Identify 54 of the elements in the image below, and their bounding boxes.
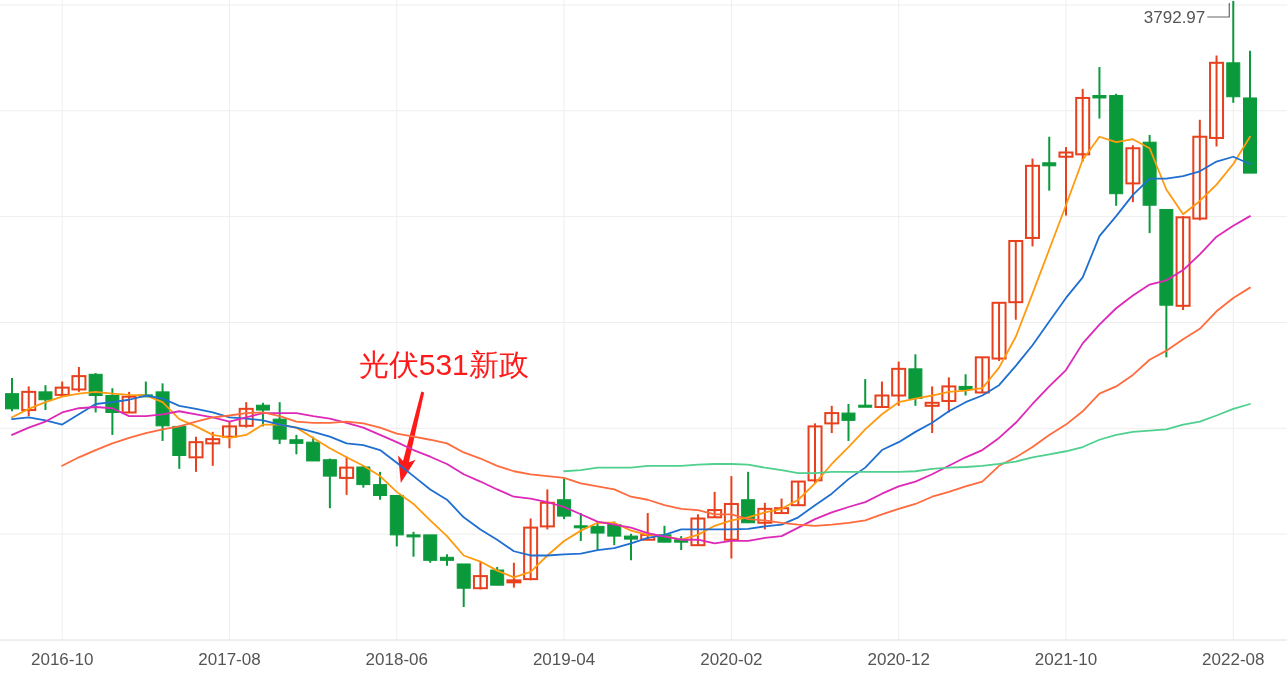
candlestick xyxy=(21,385,37,418)
candlestick xyxy=(221,420,237,450)
candlestick xyxy=(707,490,723,519)
candlestick xyxy=(924,385,940,435)
candlestick xyxy=(841,402,856,442)
x-tick-label: 2022-08 xyxy=(1202,650,1265,669)
candlestick xyxy=(723,475,739,560)
candlestick xyxy=(373,470,388,501)
candlestick xyxy=(506,561,522,589)
candlestick xyxy=(272,401,287,445)
candlestick xyxy=(824,404,840,435)
candlestick xyxy=(255,401,270,428)
candlestick xyxy=(339,455,355,496)
candlestick xyxy=(1025,157,1041,248)
candlestick xyxy=(757,501,773,531)
annotation: 光伏531新政 xyxy=(358,348,529,381)
x-tick-label: 2017-08 xyxy=(198,650,261,669)
x-tick-label: 2016-10 xyxy=(30,650,94,669)
candlestick xyxy=(322,457,337,510)
candlestick xyxy=(88,372,103,414)
candlestick xyxy=(974,356,990,394)
candlestick xyxy=(38,384,53,412)
candlestick xyxy=(690,513,706,547)
candlestick xyxy=(858,378,873,409)
candlestick xyxy=(490,566,505,587)
candlestick xyxy=(1075,87,1091,163)
candlestick xyxy=(640,512,656,541)
candlestick xyxy=(1058,146,1074,217)
candlestick xyxy=(5,376,19,413)
candlestick xyxy=(289,433,304,456)
candlestick xyxy=(1209,54,1225,148)
candlestick xyxy=(573,512,588,542)
candlestick xyxy=(624,532,638,562)
candlestick xyxy=(406,530,421,558)
candlestick xyxy=(1125,144,1141,204)
candlestick xyxy=(523,517,539,582)
candlestick xyxy=(472,560,488,591)
x-tick-label: 2020-12 xyxy=(867,650,930,669)
candlestick xyxy=(121,390,137,415)
x-tick-label: 2021-10 xyxy=(1034,650,1098,669)
candlestick xyxy=(1092,66,1107,120)
x-tick-label: 2018-06 xyxy=(365,650,428,669)
candlestick xyxy=(891,360,907,407)
candlestick xyxy=(557,476,572,521)
candlestick xyxy=(1042,135,1057,192)
candlestick xyxy=(807,422,823,485)
candlestick xyxy=(539,488,555,531)
candlestick xyxy=(238,401,254,429)
x-tick-label: 2019-04 xyxy=(532,650,596,669)
candlestick xyxy=(874,380,890,409)
x-tick-label: 2020-02 xyxy=(700,650,763,669)
candlestick xyxy=(790,480,806,507)
candlestick xyxy=(958,373,973,397)
annotation: 3792.97 xyxy=(1143,8,1206,27)
